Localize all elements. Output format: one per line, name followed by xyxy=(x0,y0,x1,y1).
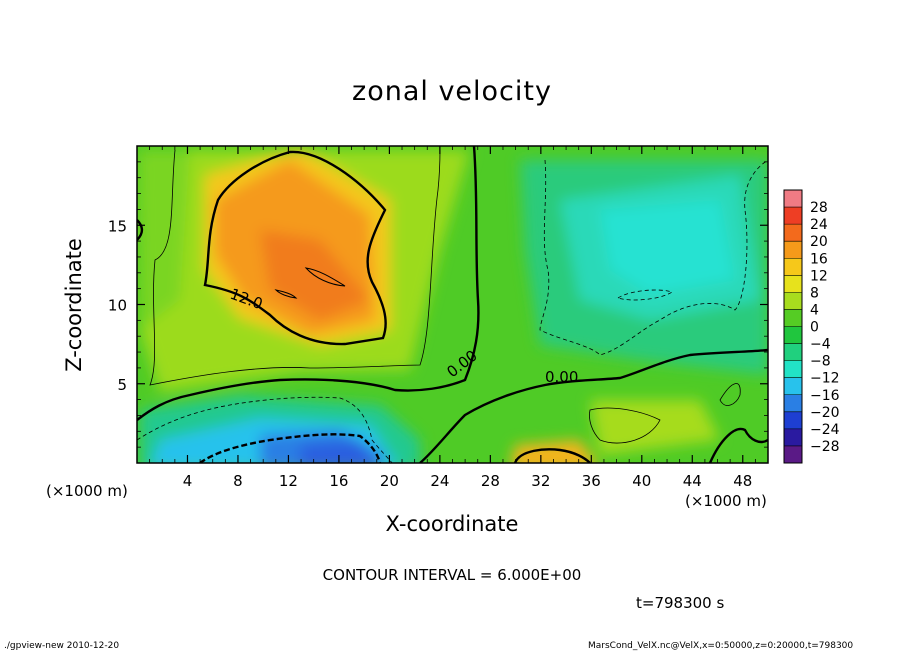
contour-6 xyxy=(149,149,441,386)
colorbar-tick-label: −8 xyxy=(810,354,831,370)
colorbar-swatch xyxy=(784,343,802,362)
x-tick-label: 40 xyxy=(632,472,651,490)
x-tick-label: 28 xyxy=(481,472,500,490)
contour-neg6-right xyxy=(539,159,768,356)
field-region-neg10 xyxy=(600,200,735,295)
colorbar-swatch xyxy=(784,190,802,208)
x-tick-label: 20 xyxy=(380,472,399,490)
x-tick-label: 12 xyxy=(279,472,298,490)
x-tick-label: 48 xyxy=(733,472,752,490)
y-tick-label: 15 xyxy=(108,217,127,235)
x-tick-label: 44 xyxy=(683,472,702,490)
colorbar-tick-label: 24 xyxy=(810,217,828,233)
y-tick-label: 5 xyxy=(117,376,127,394)
colorbar-swatch xyxy=(784,377,802,396)
colorbar-swatch xyxy=(784,428,802,447)
contour-0-main xyxy=(137,146,480,421)
colorbar-tick-label: 0 xyxy=(810,320,819,336)
colorbar-swatch xyxy=(784,326,802,345)
x-tick-label: 32 xyxy=(531,472,550,490)
colorbar-swatch xyxy=(784,292,802,310)
colorbar-swatch xyxy=(784,258,802,276)
colorbar-tick-label: 4 xyxy=(810,302,819,318)
y-tick-label: 10 xyxy=(108,297,127,315)
x-tick-label: 24 xyxy=(430,472,449,490)
x-tick-label: 4 xyxy=(183,472,193,490)
colorbar-swatch xyxy=(784,275,802,293)
heatmap-field xyxy=(137,146,768,463)
footer-source: MarsCond_VelX.nc@VelX,x=0:50000,z=0:2000… xyxy=(588,641,854,651)
colorbar-swatch xyxy=(784,394,802,413)
contour-neg12 xyxy=(199,433,382,463)
contour-neg6-inner xyxy=(617,289,673,301)
colorbar-tick-label: 20 xyxy=(810,234,828,250)
contour-16b xyxy=(274,289,298,299)
field-region-side xyxy=(138,150,190,330)
x-unit-note-left: (×1000 m) xyxy=(46,482,128,500)
colorbar-swatch xyxy=(784,207,802,225)
colorbar-swatch xyxy=(784,360,802,379)
colorbar-tick-label: −4 xyxy=(810,337,831,353)
contour-6-right xyxy=(719,383,741,406)
x-unit-note-right: (×1000 m) xyxy=(685,492,767,510)
contour-interval-note: CONTOUR INTERVAL = 6.000E+00 xyxy=(322,566,582,584)
colorbar-tick-label: 28 xyxy=(810,200,828,216)
chart-title: zonal velocity xyxy=(352,76,552,107)
colorbar-tick-label: 8 xyxy=(810,285,819,301)
colorbar-swatch xyxy=(784,411,802,430)
colorbar-swatch xyxy=(784,241,802,259)
field-region-cold4 xyxy=(300,440,376,463)
contour-0-lower xyxy=(419,348,768,463)
contour-label-0-b: 0.00 xyxy=(545,368,578,386)
contour-12 xyxy=(203,150,387,346)
contour-6-lower xyxy=(589,407,661,444)
colorbar-tick-label: 12 xyxy=(810,268,828,284)
colorbar-tick-label: −12 xyxy=(810,371,840,387)
field-region-hot-spot xyxy=(511,440,596,463)
colorbar-tick-label: −16 xyxy=(810,388,840,404)
colorbar-tick-label: −28 xyxy=(810,439,840,455)
colorbar-swatch xyxy=(784,224,802,242)
x-axis-label: X-coordinate xyxy=(385,512,519,536)
colorbar-tick-label: −24 xyxy=(810,422,840,438)
footer-program-date: ./gpview-new 2010-12-20 xyxy=(4,641,120,651)
contour-0-spot xyxy=(513,448,591,463)
x-tick-label: 16 xyxy=(329,472,348,490)
field-region-22 xyxy=(260,230,370,320)
x-tick-label: 8 xyxy=(233,472,243,490)
contour-16a xyxy=(304,267,346,287)
contour-0-left xyxy=(137,219,144,241)
contour-lines xyxy=(137,146,768,463)
time-stamp: t=798300 s xyxy=(636,594,725,612)
colorbar-tick-label: −20 xyxy=(810,405,840,421)
x-tick-label: 36 xyxy=(582,472,601,490)
contour-0-right xyxy=(708,427,768,463)
colorbar-swatch xyxy=(784,309,802,327)
colorbar-tick-label: 16 xyxy=(810,251,828,267)
colorbar-swatch xyxy=(784,445,802,464)
